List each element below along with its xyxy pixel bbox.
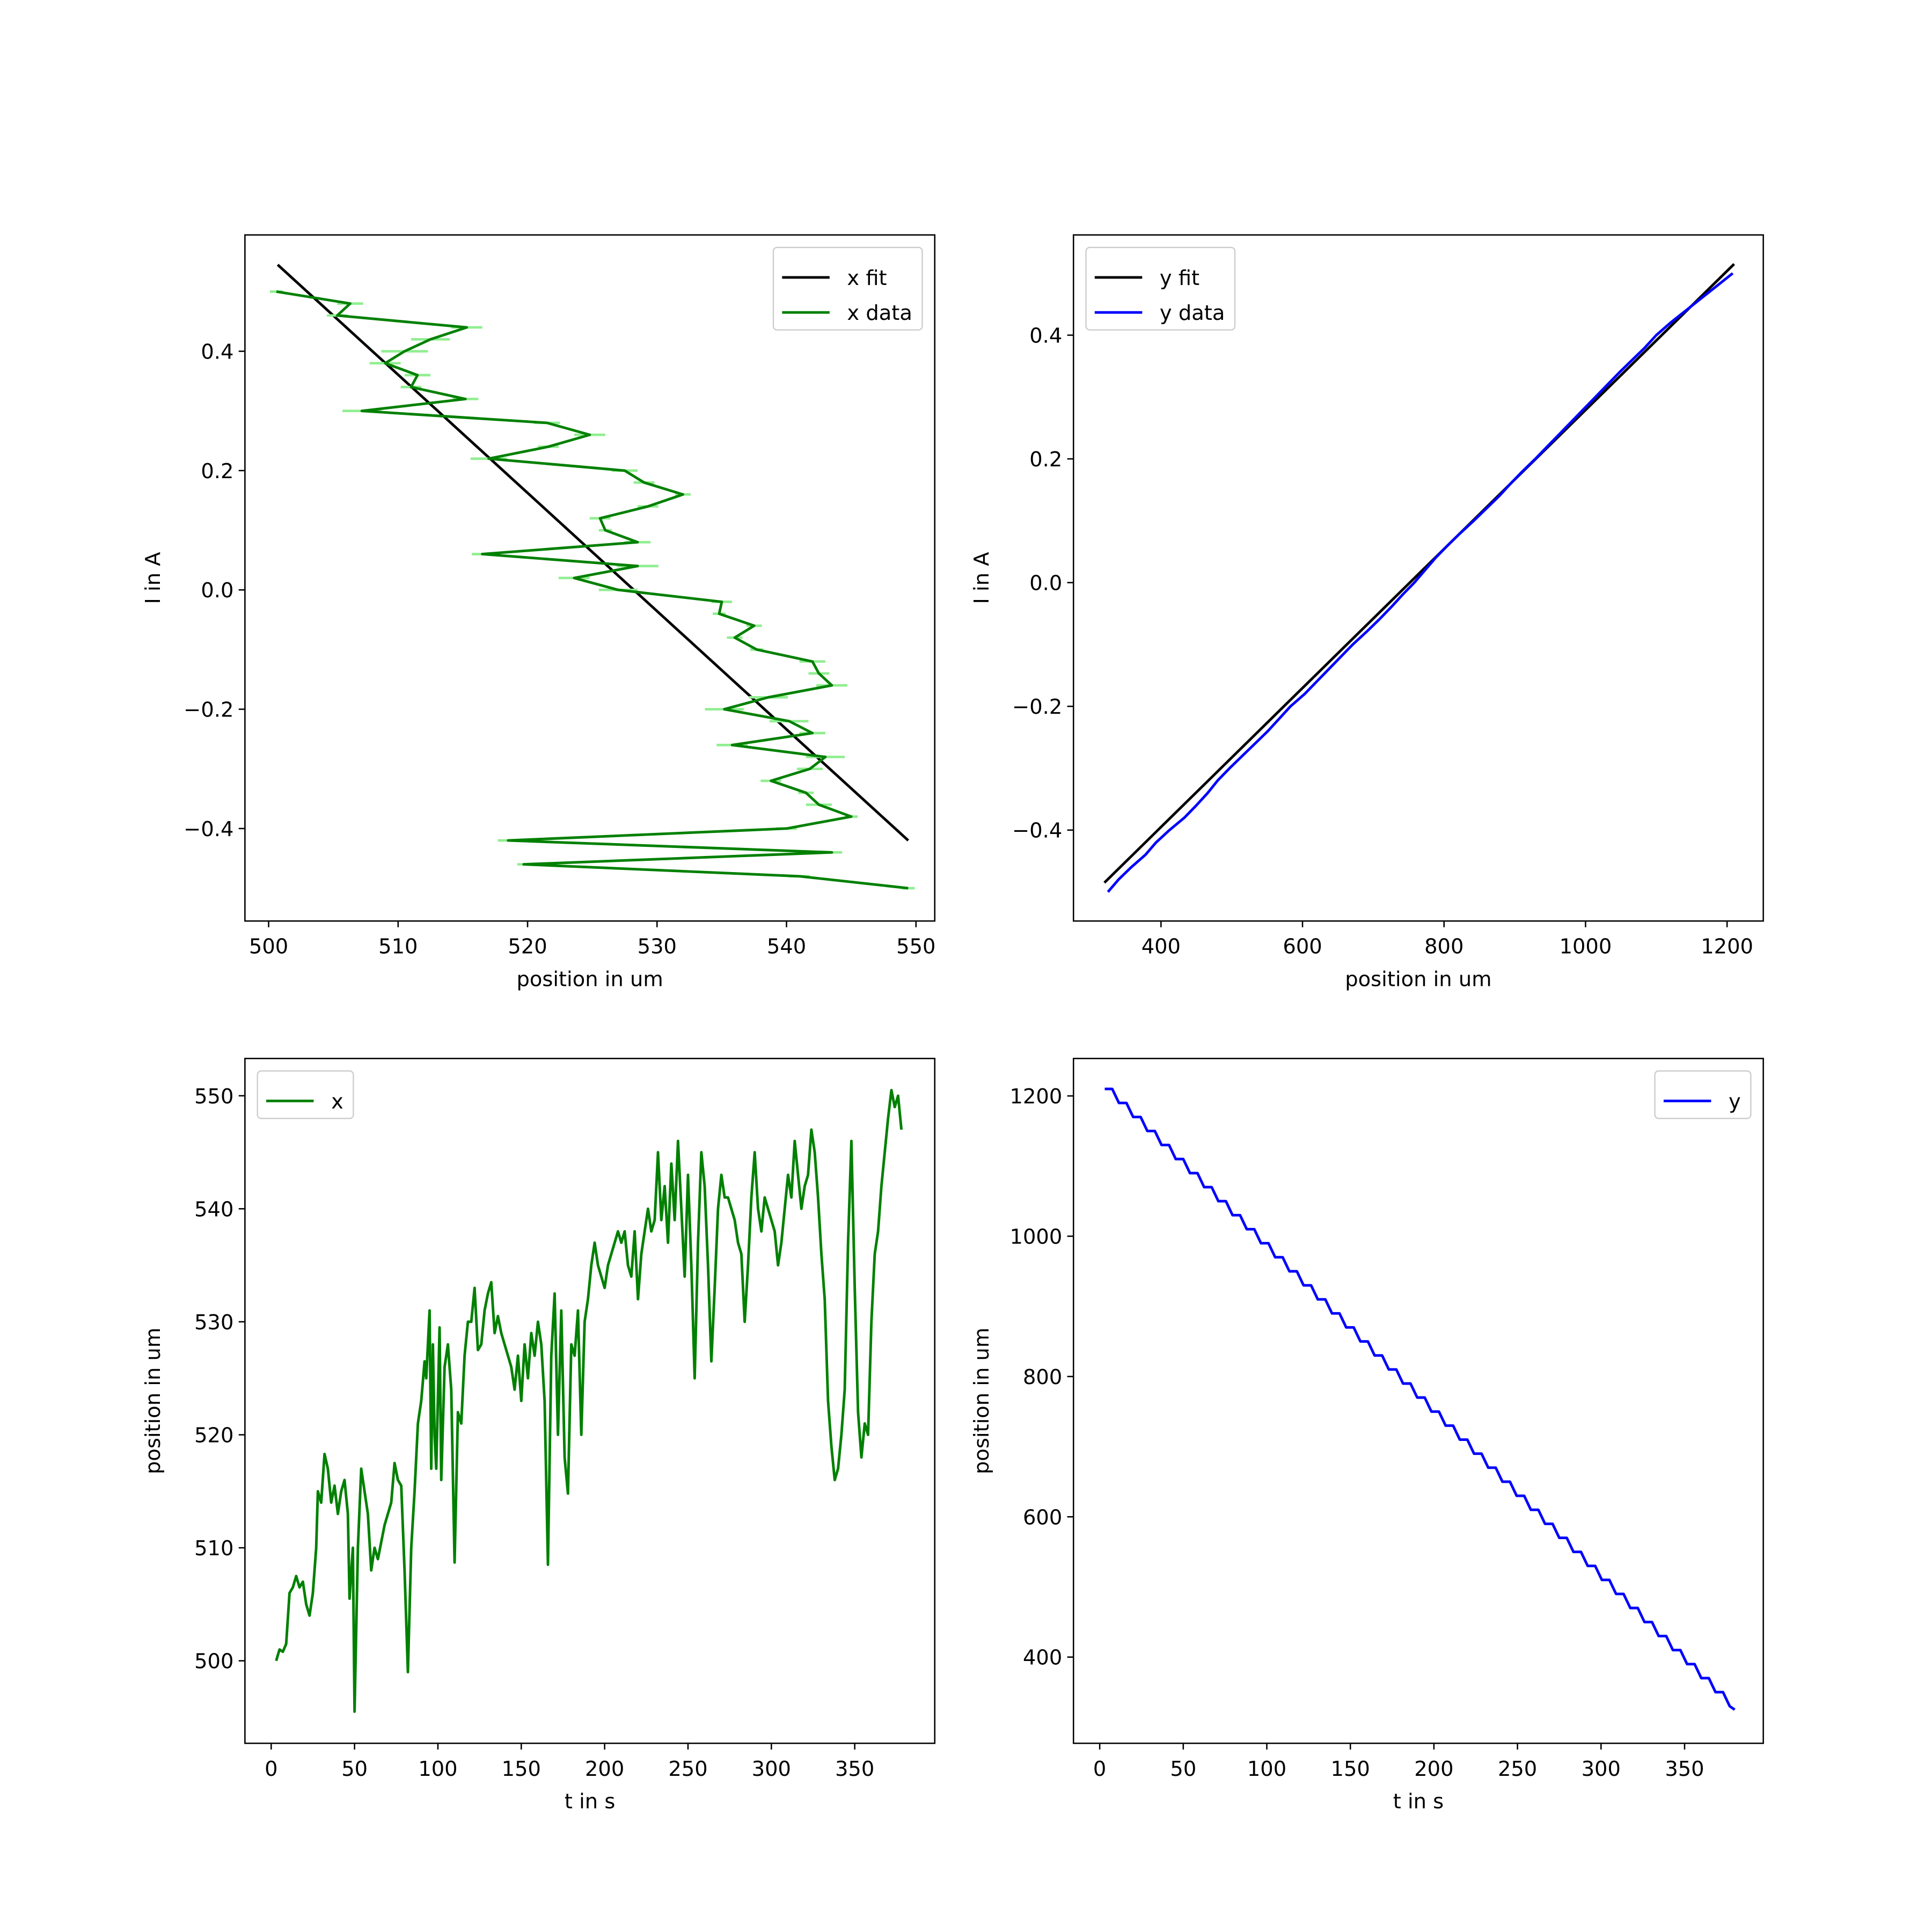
- legend-box: [257, 1070, 354, 1119]
- subplot: 0 50 100 150 200 250 300 350 400 600 800 1000 1200 t …: [970, 1058, 1764, 1813]
- x-tick-label: 50: [341, 1757, 368, 1781]
- x-tick-label: 1000: [1560, 935, 1612, 959]
- legend-label: x fit: [847, 266, 887, 290]
- y-tick-label: 540: [194, 1197, 233, 1221]
- y-axis-label: I in A: [970, 552, 994, 604]
- subplot: 400 600 800 1000 1200 −0.4 −0.2 0.0 0.2 0.4 positi…: [970, 234, 1764, 991]
- y-tick-label: 500: [194, 1650, 233, 1674]
- y-tick-label: 600: [1023, 1505, 1062, 1529]
- y-tick-label: −0.4: [184, 817, 233, 841]
- x-tick-label: 350: [1665, 1757, 1704, 1781]
- y-tick-label: −0.2: [1012, 695, 1062, 719]
- legend: y: [1654, 1070, 1752, 1119]
- y-tick-label: 0.0: [1029, 572, 1062, 596]
- y-axis-label: position in um: [970, 1328, 994, 1474]
- y-tick-label: 1200: [1010, 1085, 1063, 1109]
- x-tick-label: 100: [1247, 1757, 1286, 1781]
- x-tick-label: 400: [1141, 935, 1181, 959]
- x-axis-label: position in um: [1345, 967, 1491, 991]
- plot-area: [1104, 1087, 1736, 1711]
- x-tick-label: 300: [752, 1757, 791, 1781]
- x-tick-label: 500: [249, 935, 288, 959]
- x-tick-label: 520: [508, 935, 547, 959]
- x-tick-label: 150: [1331, 1757, 1370, 1781]
- y-tick-label: 520: [194, 1423, 233, 1447]
- legend: x fit x data: [772, 246, 923, 331]
- x-axis-label: t in s: [565, 1789, 616, 1813]
- legend-box: [1654, 1070, 1752, 1119]
- x-axis-label: t in s: [1393, 1789, 1444, 1813]
- x-tick-label: 150: [502, 1757, 541, 1781]
- legend-label: y data: [1160, 301, 1225, 325]
- plot-area: [1103, 263, 1736, 893]
- legend: y fit y data: [1085, 246, 1236, 331]
- x-tick-label: 540: [767, 935, 806, 959]
- subplot: 0 50 100 150 200 250 300 350 500 510 520 530 540 550 t…: [141, 1058, 936, 1813]
- x-tick-label: 0: [265, 1757, 277, 1781]
- y-tick-label: −0.2: [184, 698, 233, 722]
- x-tick-label: 600: [1283, 935, 1322, 959]
- data-line: [276, 290, 909, 890]
- y-axis-label: I in A: [141, 552, 165, 604]
- legend-box: [772, 246, 923, 331]
- x-tick-label: 510: [378, 935, 418, 959]
- y-tick-label: 800: [1023, 1365, 1062, 1389]
- y-tick-label: −0.4: [1012, 819, 1062, 843]
- axes-frame: [1072, 234, 1764, 922]
- x-tick-label: 550: [896, 935, 935, 959]
- y-tick-label: 1000: [1010, 1225, 1063, 1249]
- y-tick-label: 0.2: [201, 459, 233, 484]
- x-tick-label: 1200: [1701, 935, 1753, 959]
- axes-frame: [1072, 1058, 1764, 1744]
- x-tick-label: 200: [585, 1757, 624, 1781]
- plot-area: [269, 264, 915, 890]
- x-tick-label: 800: [1424, 935, 1463, 959]
- x-tick-label: 530: [638, 935, 677, 959]
- legend-label: y: [1729, 1089, 1741, 1114]
- data-line: [276, 264, 909, 841]
- y-tick-label: 400: [1023, 1646, 1062, 1670]
- y-tick-label: 0.2: [1029, 448, 1062, 472]
- x-axis-label: position in um: [516, 967, 663, 991]
- legend-label: y fit: [1160, 266, 1199, 290]
- x-tick-label: 300: [1582, 1757, 1621, 1781]
- y-tick-label: 550: [194, 1085, 233, 1109]
- y-axis-label: position in um: [141, 1328, 165, 1474]
- axes-frame: [244, 1058, 936, 1744]
- x-tick-label: 350: [835, 1757, 874, 1781]
- y-tick-label: 0.4: [1029, 324, 1062, 348]
- y-tick-label: 0.0: [201, 579, 233, 603]
- x-tick-label: 200: [1414, 1757, 1453, 1781]
- legend: x: [257, 1070, 354, 1119]
- y-tick-label: 0.4: [201, 340, 233, 364]
- data-line: [1103, 263, 1736, 884]
- x-tick-label: 250: [1498, 1757, 1537, 1781]
- axes-frame: [244, 234, 936, 922]
- legend-label: x data: [847, 301, 912, 325]
- x-tick-label: 100: [418, 1757, 457, 1781]
- x-tick-label: 50: [1170, 1757, 1196, 1781]
- data-line: [1104, 1087, 1736, 1711]
- y-tick-label: 510: [194, 1536, 233, 1561]
- legend-label: x: [331, 1089, 343, 1114]
- legend-box: [1085, 246, 1236, 331]
- data-line: [1107, 272, 1734, 893]
- data-line: [275, 1088, 903, 1713]
- y-tick-label: 530: [194, 1311, 233, 1335]
- x-tick-label: 0: [1093, 1757, 1106, 1781]
- subplot: 500 510 520 530 540 550 −0.4 −0.2 0.0 0.2 0.4 posit…: [141, 234, 936, 991]
- plot-area: [275, 1088, 903, 1713]
- x-tick-label: 250: [668, 1757, 707, 1781]
